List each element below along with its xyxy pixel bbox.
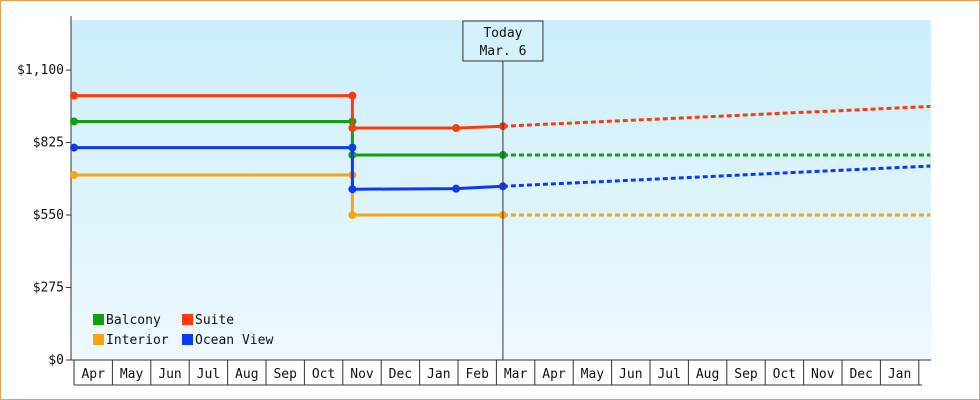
month-label: Apr [81, 367, 105, 382]
legend-label: Suite [195, 313, 234, 328]
plot-area [71, 20, 931, 360]
data-point[interactable] [348, 91, 357, 100]
y-axis: $0 $275 $550 $825 $1,100 [17, 16, 72, 368]
today-marker: Today Mar. 6 [462, 20, 544, 360]
legend-item[interactable]: Suite [182, 313, 234, 328]
month-label: Jan [427, 367, 450, 382]
forecast-line [502, 104, 931, 128]
month-label: Jul [657, 367, 680, 382]
today-label: Today [483, 26, 522, 41]
legend-label: Ocean View [195, 333, 273, 348]
y-tick-label: $275 [33, 281, 64, 296]
month-label: Jan [888, 367, 911, 382]
legend-item[interactable]: Balcony [93, 313, 161, 328]
month-label: Mar [504, 367, 528, 382]
x-axis: Apr May Jun Jul Aug Sep Oct Nov Dec Jan Feb Mar Apr M… [71, 359, 931, 386]
legend-swatch [182, 334, 193, 345]
data-point[interactable] [348, 211, 357, 220]
legend: Balcony Suite Interior Ocean View [93, 313, 273, 348]
month-label: Nov [811, 367, 835, 382]
data-point[interactable] [70, 91, 78, 100]
month-label: Nov [350, 367, 374, 382]
legend-swatch [93, 314, 104, 325]
legend-item[interactable]: Ocean View [182, 333, 273, 348]
series-group [70, 91, 931, 220]
data-point[interactable] [348, 124, 357, 133]
data-point[interactable] [70, 170, 78, 179]
data-point[interactable] [70, 143, 78, 152]
series-balcony [70, 117, 931, 159]
month-label: Jun [158, 367, 181, 382]
today-date: Mar. 6 [479, 44, 526, 59]
legend-item[interactable]: Interior [93, 333, 169, 348]
y-tick-label: $825 [33, 136, 64, 151]
data-point[interactable] [348, 185, 357, 194]
month-label: Sep [734, 367, 758, 382]
month-label: Jun [619, 367, 642, 382]
today-box [462, 20, 544, 62]
month-label: Dec [849, 367, 872, 382]
legend-label: Interior [106, 333, 169, 348]
series-suite [70, 91, 931, 133]
y-tick-label: $1,100 [17, 63, 64, 78]
month-label: Apr [542, 367, 566, 382]
month-label: May [581, 367, 605, 382]
month-label: Dec [389, 367, 412, 382]
forecast-line [502, 164, 931, 188]
month-label: Jul [197, 367, 220, 382]
month-label: Aug [696, 367, 719, 382]
month-label: Aug [235, 367, 258, 382]
y-tick-label: $0 [48, 353, 64, 368]
series-line [74, 173, 503, 217]
month-label: Sep [273, 367, 297, 382]
legend-swatch [182, 314, 193, 325]
data-point[interactable] [70, 117, 78, 126]
data-point[interactable] [452, 184, 461, 193]
legend-swatch [93, 334, 104, 345]
month-label: Oct [312, 367, 335, 382]
y-tick-label: $550 [33, 208, 64, 223]
series-line [74, 119, 503, 157]
month-label: Feb [465, 367, 489, 382]
month-label: Oct [773, 367, 796, 382]
month-label: May [120, 367, 144, 382]
data-point[interactable] [348, 143, 357, 152]
series-ocean-view [70, 143, 931, 194]
data-point[interactable] [452, 124, 461, 133]
legend-label: Balcony [106, 313, 161, 328]
